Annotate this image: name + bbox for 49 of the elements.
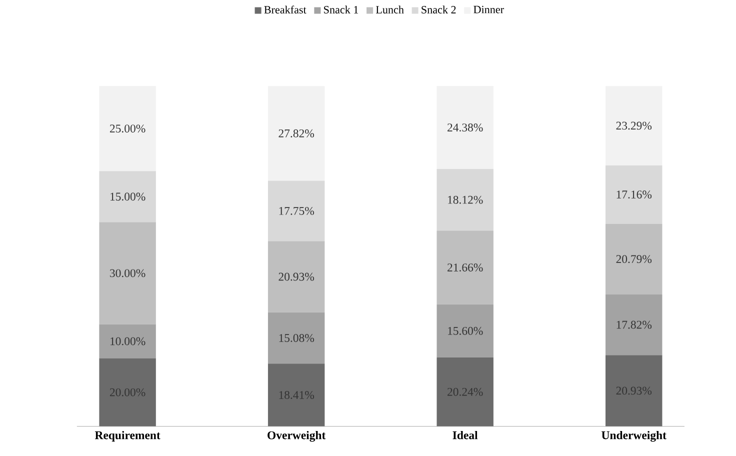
- data-label: 24.38%: [448, 124, 483, 132]
- data-label: 23.29%: [616, 122, 652, 130]
- legend-label: Snack 1: [324, 6, 358, 14]
- bar: [99, 324, 156, 358]
- data-label: 18.41%: [279, 391, 314, 400]
- bar: [268, 180, 325, 242]
- legend-label: Lunch: [376, 6, 404, 14]
- bar: [268, 364, 325, 426]
- data-label: 17.82%: [616, 320, 652, 329]
- data-label: 20.93%: [616, 386, 652, 395]
- data-label: 15.00%: [110, 192, 146, 201]
- x-tick-label: Overweight: [268, 431, 326, 442]
- data-label: 20.93%: [278, 272, 314, 281]
- legend-label: Snack 2: [422, 6, 456, 14]
- legend-label: Dinner: [474, 6, 504, 14]
- bar: [268, 312, 325, 364]
- bar: [606, 224, 662, 295]
- data-label: 20.79%: [616, 255, 652, 264]
- data-label: 15.08%: [279, 334, 314, 342]
- bar: [606, 294, 662, 356]
- bar: [268, 241, 325, 313]
- data-label: 10.00%: [110, 337, 146, 346]
- data-label: 17.75%: [279, 207, 314, 216]
- data-label: 15.60%: [448, 327, 483, 336]
- data-label: 27.82%: [278, 130, 314, 138]
- data-label: 25.00%: [110, 124, 146, 133]
- bar: [606, 355, 662, 426]
- bar: [436, 169, 494, 231]
- data-label: 30.00%: [110, 269, 146, 278]
- legend-label: Breakfast: [264, 6, 306, 14]
- bar: [436, 358, 494, 426]
- bar: [268, 86, 325, 181]
- bar: [436, 304, 494, 358]
- data-label: 17.16%: [616, 190, 652, 199]
- bar: [606, 86, 662, 166]
- data-label: 18.12%: [448, 196, 483, 204]
- bar: [99, 222, 156, 324]
- data-label: 21.66%: [448, 264, 483, 272]
- bar: [99, 86, 156, 172]
- x-tick-label: Requirement: [94, 431, 160, 442]
- x-tick-label: Underweight: [602, 431, 666, 442]
- data-label: 20.24%: [448, 388, 483, 396]
- data-label: 20.00%: [110, 388, 146, 396]
- bar: [436, 230, 494, 305]
- bar: [606, 165, 662, 224]
- bar: [436, 86, 494, 170]
- x-tick-label: Ideal: [452, 431, 478, 440]
- bar: [99, 358, 156, 426]
- bar: [99, 171, 156, 222]
